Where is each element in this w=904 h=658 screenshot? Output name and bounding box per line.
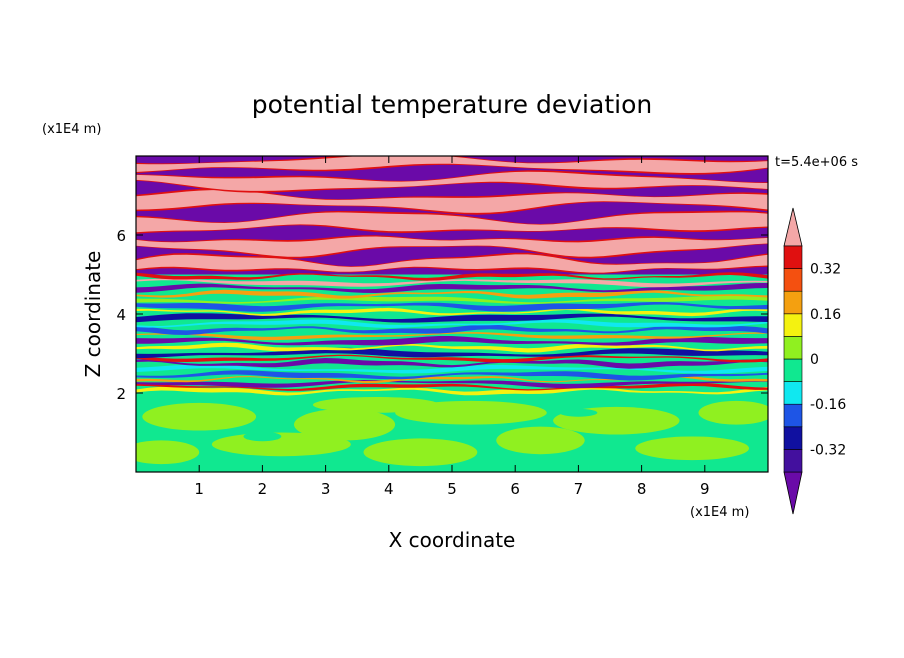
y-tick-label: 2 [116, 385, 126, 403]
contour-field [136, 156, 768, 472]
colorbar-band [783, 403, 803, 428]
transition-band [136, 313, 768, 323]
x-tick-label: 2 [258, 480, 268, 498]
transition-band [136, 364, 768, 374]
low-region-patch [496, 426, 585, 455]
time-label: t=5.4e+06 s [775, 155, 858, 170]
colorbar-tick-label: 0.16 [810, 307, 841, 323]
upper-layer [136, 254, 768, 273]
transition-band [136, 295, 768, 304]
y-tick-label: 4 [116, 306, 126, 324]
transition-band [136, 358, 768, 369]
x-tick-label: 9 [700, 480, 710, 498]
colorbar-band [783, 358, 803, 382]
low-region-patch [243, 431, 282, 442]
transition-band [136, 370, 768, 381]
y-axis-ticks: 2 4 6 [116, 227, 768, 403]
low-region-patch [136, 440, 200, 465]
chart-title: potential temperature deviation [252, 90, 652, 119]
low-region-patch [698, 400, 768, 425]
colorbar-band [783, 313, 803, 337]
transition-band [136, 319, 768, 328]
x-tick-label: 6 [510, 480, 520, 498]
transition-band [136, 336, 768, 346]
colorbar-band [783, 449, 803, 473]
y-axis-label: Z coordinate [81, 251, 105, 378]
colorbar-tick-label: 0.32 [810, 262, 841, 278]
transition-band [136, 278, 768, 288]
colorbar: 0.32 0.16 0 -0.16 -0.32 [783, 207, 846, 515]
y-unit-label: (x1E4 m) [42, 122, 101, 137]
colorbar-band [783, 336, 803, 360]
low-region-patch [142, 402, 257, 431]
transition-band [136, 283, 768, 293]
colorbar-upper-extension [783, 207, 803, 247]
transition-band [136, 289, 768, 299]
upper-layer [136, 156, 768, 173]
colorbar-tick-label: 0 [810, 352, 819, 368]
colorbar-tick-label: -0.32 [810, 442, 846, 458]
x-tick-label: 5 [447, 480, 457, 498]
transition-band [136, 379, 768, 389]
colorbar-band [783, 381, 803, 405]
transition-band [136, 332, 768, 341]
x-tick-label: 1 [194, 480, 204, 498]
colorbar-band [783, 245, 803, 269]
transition-band [136, 386, 768, 396]
transition-band [136, 354, 768, 363]
transition-band [136, 272, 768, 281]
x-tick-label: 8 [637, 480, 647, 498]
x-tick-label: 3 [321, 480, 331, 498]
transition-band [136, 347, 768, 359]
upper-layer [136, 212, 768, 233]
transition-band [136, 324, 768, 335]
low-region-patch [363, 438, 478, 467]
low-region-patch [294, 408, 396, 441]
colorbar-band [783, 268, 803, 292]
low-region-patch [559, 408, 598, 417]
upper-layer [136, 190, 768, 213]
transition-band [136, 302, 768, 312]
colorbar-band [783, 290, 803, 315]
upper-layer [136, 236, 768, 257]
low-region-patch [312, 396, 440, 413]
colorbar-lower-extension [783, 471, 803, 515]
low-region-patch [635, 436, 750, 461]
colorbar-band [783, 426, 803, 450]
transition-band [136, 375, 768, 383]
x-unit-label: (x1E4 m) [690, 505, 749, 520]
x-axis-label: X coordinate [389, 528, 516, 552]
y-tick-label: 6 [116, 227, 126, 245]
upper-layer [136, 171, 768, 191]
transition-band [136, 307, 768, 317]
transition-band [136, 382, 768, 391]
x-axis-ticks: 1 2 3 4 5 6 7 8 9 [194, 156, 710, 498]
x-tick-label: 7 [574, 480, 584, 498]
colorbar-tick-label: -0.16 [810, 397, 846, 413]
low-region-patch [429, 427, 475, 438]
x-tick-label: 4 [384, 480, 394, 498]
